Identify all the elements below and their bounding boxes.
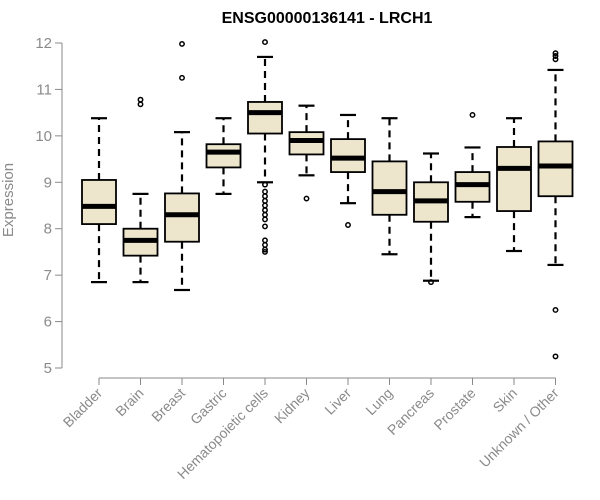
- x-tick-label: Bladder: [60, 385, 106, 431]
- box-12: [537, 50, 574, 360]
- box-6: [288, 104, 325, 202]
- y-tick-label: 11: [36, 81, 52, 98]
- outlier-point: [552, 353, 559, 360]
- box-iqr: [247, 101, 283, 135]
- outlier-point: [469, 112, 476, 118]
- box-9: [413, 152, 449, 286]
- outlier-point: [428, 279, 434, 286]
- box-iqr: [288, 131, 325, 156]
- outlier-point: [137, 96, 144, 103]
- outlier-point: [303, 195, 310, 202]
- x-tick-label: Breast: [148, 385, 188, 425]
- outlier-point: [262, 242, 268, 248]
- outlier-point: [262, 207, 268, 214]
- y-axis-label: Expression: [0, 163, 17, 237]
- x-tick-label: Lung: [362, 385, 395, 418]
- box-iqr: [496, 146, 532, 212]
- outlier-point: [262, 237, 268, 244]
- outlier-point: [262, 223, 268, 230]
- outlier-point: [262, 248, 268, 255]
- y-tick-label: 6: [44, 314, 52, 331]
- box-iqr: [371, 160, 408, 216]
- chart-title: ENSG00000136141 - LRCH1: [222, 10, 433, 27]
- boxplot-series: [81, 39, 574, 360]
- outlier-point: [262, 246, 268, 253]
- box-8: [371, 117, 408, 256]
- box-2: [122, 96, 159, 284]
- outlier-point: [262, 193, 268, 200]
- outlier-point: [262, 188, 268, 195]
- outlier-point: [137, 101, 144, 108]
- box-iqr: [205, 143, 242, 169]
- x-tick-label: Skin: [490, 385, 521, 416]
- outlier-point: [345, 222, 351, 228]
- outlier-point: [262, 181, 268, 188]
- outlier-point: [262, 202, 268, 209]
- box-1: [81, 117, 117, 284]
- y-axis: 5 6 7 8 9 10 11 12: [35, 35, 63, 377]
- outlier-point: [262, 39, 268, 46]
- box-11: [496, 117, 532, 253]
- box-iqr: [81, 179, 117, 225]
- outlier-point: [552, 307, 559, 313]
- x-tick-label: Unknown / Other: [476, 385, 562, 471]
- x-tick-label: Prostate: [430, 385, 478, 433]
- box-iqr: [330, 138, 366, 173]
- y-tick-label: 10: [35, 128, 52, 145]
- box-4: [205, 117, 242, 195]
- outlier-point: [262, 211, 268, 218]
- y-tick-label: 12: [35, 35, 52, 52]
- outlier-point: [179, 40, 185, 47]
- x-tick-label: Kidney: [271, 385, 313, 427]
- outlier-point: [262, 197, 268, 204]
- outlier-point: [262, 216, 268, 223]
- outlier-point: [552, 50, 559, 57]
- x-tick-label: Brain: [112, 385, 146, 419]
- box-iqr: [537, 140, 574, 198]
- y-tick-label: 9: [44, 174, 52, 191]
- box-7: [330, 113, 366, 228]
- box-3: [164, 40, 200, 292]
- y-tick-label: 8: [44, 221, 52, 238]
- outlier-point: [552, 56, 559, 63]
- box-iqr: [164, 192, 200, 243]
- y-tick-label: 5: [44, 360, 52, 377]
- outlier-point: [552, 53, 559, 59]
- box-10: [454, 112, 491, 219]
- box-5: [247, 39, 283, 255]
- y-tick-label: 7: [44, 267, 52, 284]
- outlier-point: [179, 74, 185, 81]
- x-tick-label: Liver: [321, 385, 354, 418]
